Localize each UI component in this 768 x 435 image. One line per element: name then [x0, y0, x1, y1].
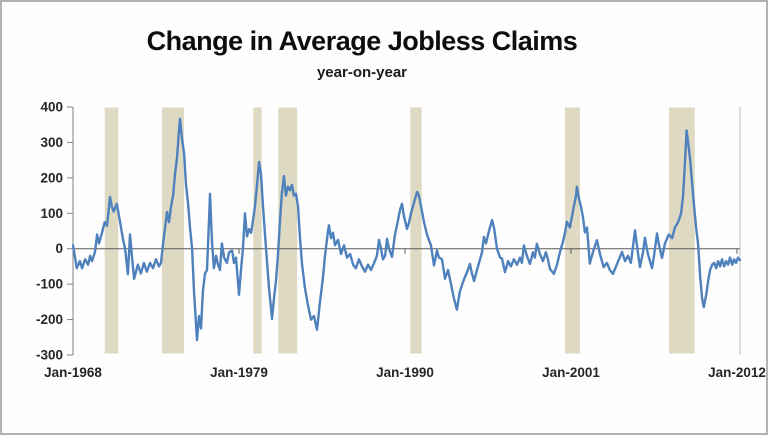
y-tick-label: 300: [40, 135, 63, 150]
series-line: [71, 117, 742, 342]
y-tick-label: 400: [40, 100, 63, 115]
recession-band: [253, 107, 262, 354]
y-tick-label: -100: [36, 277, 63, 292]
x-tick-label: Jan-1979: [210, 365, 268, 380]
recession-band: [669, 107, 695, 354]
chart-header: Change in Average Jobless Claims year-on…: [2, 26, 722, 81]
recession-band: [162, 107, 184, 354]
recession-band: [278, 107, 298, 354]
recession-band: [564, 107, 581, 354]
recession-band: [410, 107, 422, 354]
y-tick-label: 0: [55, 241, 63, 256]
x-tick-label: Jan-2001: [542, 365, 600, 380]
y-tick-label: -200: [36, 312, 63, 327]
y-tick-label: 200: [40, 170, 63, 185]
recession-band: [104, 107, 119, 354]
x-tick-label: Jan-2012: [708, 365, 766, 380]
chart-title: Change in Average Jobless Claims: [146, 26, 578, 56]
x-tick-label: Jan-1990: [376, 365, 434, 380]
y-tick-label: 100: [40, 206, 63, 221]
x-tick-label: Jan-1968: [44, 365, 102, 380]
chart-subtitle: year-on-year: [316, 64, 408, 81]
y-tick-label: -300: [36, 348, 63, 363]
